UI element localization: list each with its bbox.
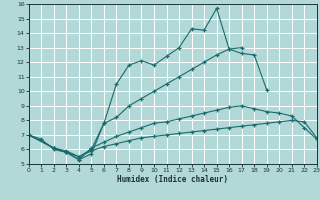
X-axis label: Humidex (Indice chaleur): Humidex (Indice chaleur): [117, 175, 228, 184]
